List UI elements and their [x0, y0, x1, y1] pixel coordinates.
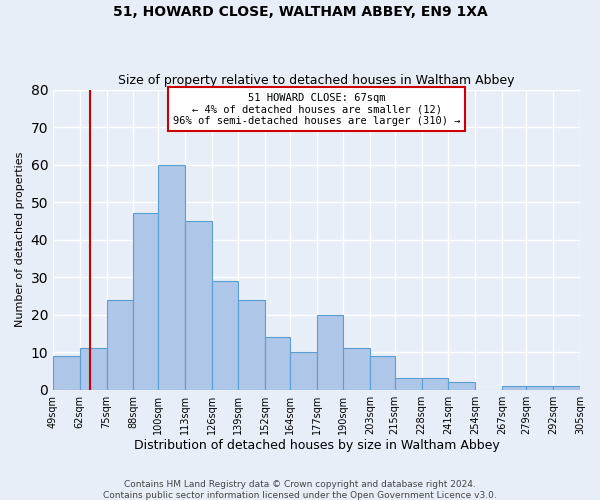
Bar	[343, 348, 370, 390]
Text: 51 HOWARD CLOSE: 67sqm
← 4% of detached houses are smaller (12)
96% of semi-deta: 51 HOWARD CLOSE: 67sqm ← 4% of detached …	[173, 92, 460, 126]
Bar	[53, 356, 80, 390]
X-axis label: Distribution of detached houses by size in Waltham Abbey: Distribution of detached houses by size …	[134, 440, 499, 452]
Bar	[370, 356, 395, 390]
Bar	[395, 378, 422, 390]
Bar	[553, 386, 580, 390]
Bar	[238, 300, 265, 390]
Bar	[185, 221, 212, 390]
Bar	[133, 214, 158, 390]
Title: Size of property relative to detached houses in Waltham Abbey: Size of property relative to detached ho…	[118, 74, 515, 87]
Bar	[107, 300, 133, 390]
Bar	[526, 386, 553, 390]
Y-axis label: Number of detached properties: Number of detached properties	[15, 152, 25, 328]
Bar	[80, 348, 107, 390]
Bar	[158, 164, 185, 390]
Bar	[317, 314, 343, 390]
Bar	[502, 386, 526, 390]
Bar	[265, 337, 290, 390]
Bar	[448, 382, 475, 390]
Bar	[212, 281, 238, 390]
Text: 51, HOWARD CLOSE, WALTHAM ABBEY, EN9 1XA: 51, HOWARD CLOSE, WALTHAM ABBEY, EN9 1XA	[113, 5, 487, 19]
Text: Contains HM Land Registry data © Crown copyright and database right 2024.
Contai: Contains HM Land Registry data © Crown c…	[103, 480, 497, 500]
Bar	[290, 352, 317, 390]
Bar	[422, 378, 448, 390]
